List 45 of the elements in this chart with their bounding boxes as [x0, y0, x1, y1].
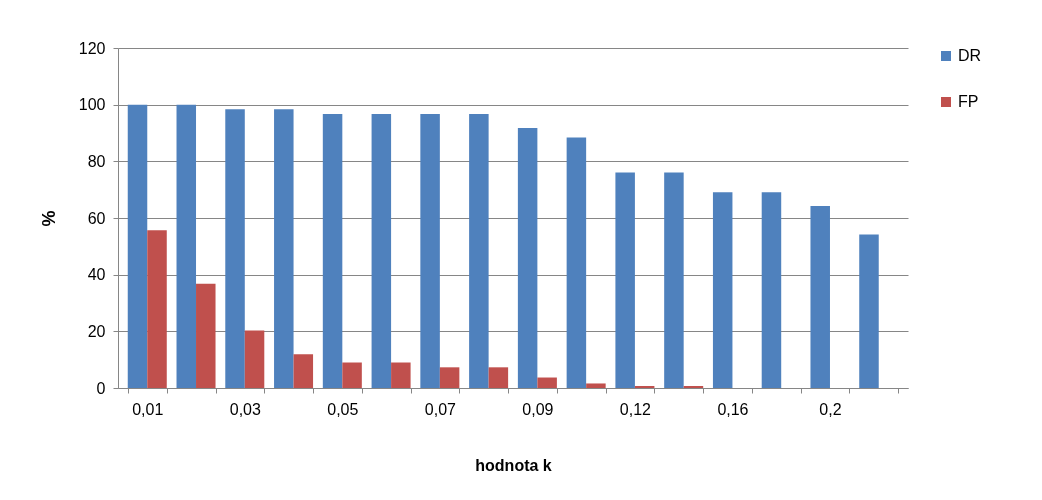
x-tick-label: 0,2 [819, 400, 842, 418]
bar [488, 367, 509, 388]
y-tick-label: 60 [87, 209, 106, 227]
bar [859, 234, 879, 388]
bar [810, 206, 830, 388]
bar [566, 137, 587, 388]
y-axis-title: % [38, 210, 59, 227]
bar [225, 109, 245, 388]
y-tick-label: 0 [96, 379, 106, 397]
x-tick-label: 0,03 [229, 400, 261, 418]
bar [712, 192, 733, 388]
bar [293, 354, 314, 388]
x-tick-label: 0,07 [424, 400, 457, 418]
bar [176, 104, 197, 388]
y-tick-label: 100 [78, 96, 106, 114]
bar [469, 114, 489, 388]
bar [244, 330, 265, 388]
legend-label: DR [958, 47, 982, 64]
bar [391, 362, 411, 388]
bar [147, 230, 167, 388]
bar [439, 367, 460, 388]
bar [664, 172, 684, 388]
x-tick-label: 0,09 [522, 400, 554, 418]
bar [274, 109, 294, 388]
y-tick-label: 80 [87, 152, 106, 170]
bar [420, 114, 440, 388]
x-axis-title: hodnota k [475, 456, 552, 474]
y-tick-label: 40 [87, 266, 106, 284]
bar [322, 114, 343, 388]
bar [371, 114, 392, 388]
bar [615, 172, 635, 388]
bar [196, 283, 216, 388]
x-tick-label: 0,05 [327, 400, 359, 418]
y-tick-label: 20 [87, 322, 106, 340]
legend-label: FP [958, 93, 979, 110]
x-tick-label: 0,01 [132, 400, 164, 418]
bar [761, 192, 782, 388]
bar [586, 383, 606, 388]
bar [537, 377, 557, 388]
bar [342, 362, 362, 388]
bar [127, 104, 148, 388]
bar [517, 127, 538, 388]
x-tick-label: 0,16 [717, 400, 749, 418]
y-tick-label: 120 [78, 39, 106, 57]
x-tick-label: 0,12 [619, 400, 652, 418]
